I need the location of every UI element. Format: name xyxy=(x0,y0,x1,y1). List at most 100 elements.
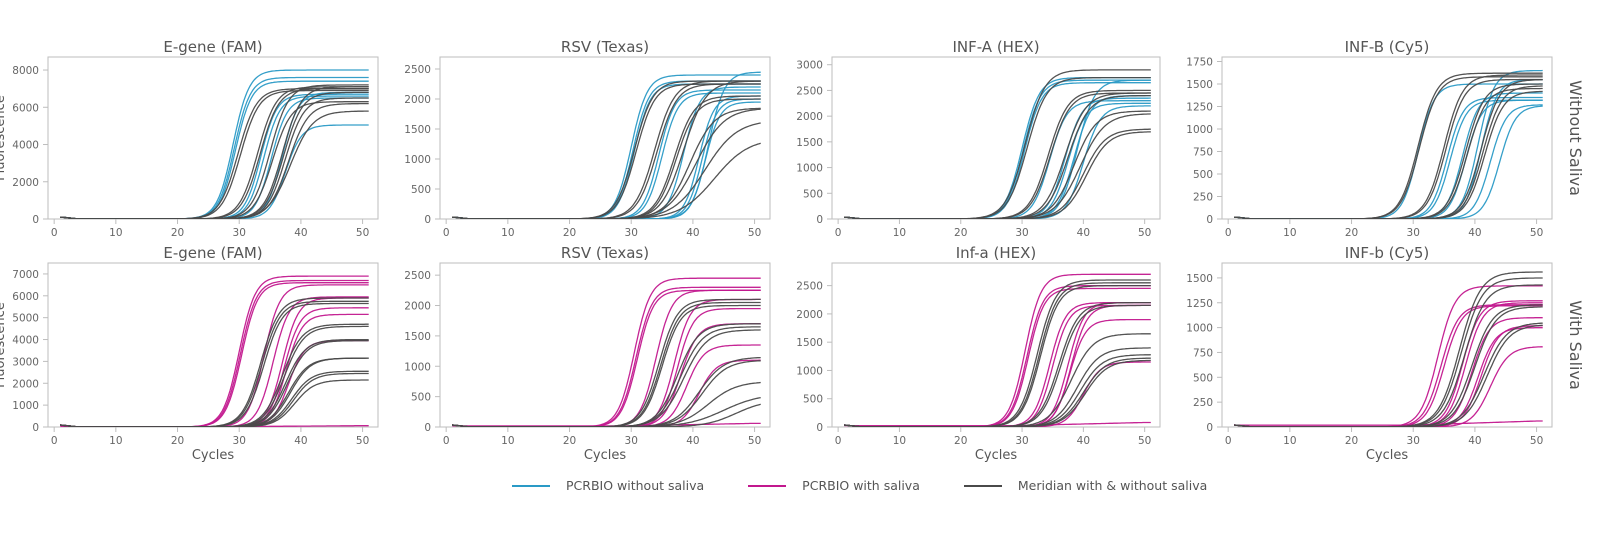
amplification-curve xyxy=(844,287,1151,427)
y-tick-label: 500 xyxy=(411,392,431,404)
legend-item-meridian: Meridian with & without saliva xyxy=(963,478,1207,493)
y-tick-label: 2000 xyxy=(12,177,39,189)
plot-frame xyxy=(1221,56,1553,220)
amplification-curve xyxy=(844,102,1151,219)
chart-title: RSV (Texas) xyxy=(561,38,649,56)
amplification-curve xyxy=(1234,306,1543,427)
series-group xyxy=(60,275,369,427)
amplification-curve xyxy=(452,101,761,219)
chart-panel: E-gene (FAM) 0 10 20 30 40 50 0 2000 4000 6000 8000… xyxy=(0,38,379,239)
x-tick-label: 20 xyxy=(1345,227,1358,239)
amplification-curve xyxy=(60,76,369,219)
y-tick-label: 0 xyxy=(816,422,823,434)
amplification-curve xyxy=(844,79,1151,219)
y-tick-label: 1250 xyxy=(1186,102,1213,114)
amplification-curve xyxy=(452,71,761,219)
y-tick-label: 1500 xyxy=(1186,79,1213,91)
x-tick-label: 30 xyxy=(1015,227,1028,239)
y-tick-label: 750 xyxy=(1193,147,1213,159)
y-tick-label: 0 xyxy=(816,214,823,226)
y-tick-label: 750 xyxy=(1193,347,1213,359)
amplification-curve xyxy=(844,97,1151,219)
amplification-curve xyxy=(60,379,369,427)
x-tick-label: 40 xyxy=(686,227,699,239)
amplification-curve xyxy=(1234,78,1543,219)
x-tick-label: 0 xyxy=(1225,435,1232,447)
x-tick-label: 20 xyxy=(563,435,576,447)
x-tick-label: 50 xyxy=(1138,435,1151,447)
y-tick-label: 1000 xyxy=(12,400,39,412)
x-tick-label: 20 xyxy=(954,435,967,447)
y-tick-label: 0 xyxy=(1206,214,1213,226)
amplification-curve xyxy=(60,110,369,219)
amplification-curve xyxy=(844,354,1151,427)
x-tick-label: 50 xyxy=(1530,227,1543,239)
amplification-curve xyxy=(1234,90,1543,219)
legend-item-pcrbio-with-saliva: PCRBIO with saliva xyxy=(748,478,920,493)
chart-panel: RSV (Texas)0 10 20 30 40 50050010001500200025… xyxy=(404,244,771,463)
y-tick-label: 500 xyxy=(803,394,823,406)
series-group xyxy=(1234,271,1543,427)
amplification-curve xyxy=(452,356,761,427)
x-tick-label: 20 xyxy=(1345,435,1358,447)
chart-title: E-gene (FAM) xyxy=(163,244,262,262)
x-tick-label: 40 xyxy=(1468,227,1481,239)
chart-title: INF-A (HEX) xyxy=(952,38,1039,56)
series-group xyxy=(60,69,369,219)
legend-swatch xyxy=(748,484,787,487)
y-tick-label: 500 xyxy=(411,184,431,196)
chart-panel: INF-A (HEX)0 10 20 30 40 50050010001500200025… xyxy=(796,38,1161,239)
y-tick-label: 1750 xyxy=(1186,57,1213,69)
legend-swatch xyxy=(512,484,550,487)
amplification-curve xyxy=(844,284,1151,427)
amplification-curve xyxy=(452,403,761,427)
amplification-curve xyxy=(60,282,369,427)
x-axis-label: Cycles xyxy=(1366,448,1409,463)
y-tick-label: 2000 xyxy=(796,111,823,123)
y-tick-label: 1500 xyxy=(796,137,823,149)
y-tick-label: 8000 xyxy=(12,65,39,77)
amplification-curve xyxy=(452,86,761,219)
amplification-curve xyxy=(1234,325,1543,427)
amplification-curve xyxy=(1234,87,1543,219)
legend-item-pcrbio-without-saliva: PCRBIO without saliva xyxy=(512,478,704,493)
row-label-with-saliva: With Saliva xyxy=(1566,300,1585,390)
y-axis-label: Fluorescence xyxy=(0,302,8,388)
amplification-curve xyxy=(1234,72,1543,219)
y-tick-label: 2000 xyxy=(12,378,39,390)
x-tick-label: 0 xyxy=(51,227,58,239)
y-tick-label: 1000 xyxy=(1186,124,1213,136)
amplification-curve xyxy=(60,89,369,219)
series-group xyxy=(844,273,1151,427)
plot-frame xyxy=(47,262,379,428)
chart-panel: INF-B (Cy5)0 10 20 30 40 50025050075010001250… xyxy=(1186,38,1553,239)
amplification-curve xyxy=(1234,79,1543,219)
y-tick-label: 250 xyxy=(1193,192,1213,204)
x-tick-label: 0 xyxy=(1225,227,1232,239)
y-tick-label: 1250 xyxy=(1186,298,1213,310)
amplification-curve xyxy=(1234,105,1543,219)
y-tick-label: 500 xyxy=(803,188,823,200)
amplification-curve xyxy=(60,279,369,427)
x-tick-label: 20 xyxy=(171,435,184,447)
chart-title: INF-B (Cy5) xyxy=(1345,38,1430,56)
y-tick-label: 2500 xyxy=(404,270,431,282)
amplification-curve xyxy=(452,98,761,219)
x-tick-label: 40 xyxy=(294,227,307,239)
y-tick-label: 2500 xyxy=(796,281,823,293)
amplification-curve xyxy=(452,95,761,219)
series-group xyxy=(452,71,761,219)
y-axis-label: Fluorescence xyxy=(0,95,8,181)
amplification-curve xyxy=(1234,420,1543,426)
chart-title: RSV (Texas) xyxy=(561,244,649,262)
x-tick-label: 10 xyxy=(1283,435,1296,447)
plot-frame xyxy=(831,262,1161,428)
chart-panel: E-gene (FAM) 0 10 20 30 40 50 0 1000 2000 3000 4000… xyxy=(0,244,379,463)
x-tick-label: 30 xyxy=(1015,435,1028,447)
amplification-curve xyxy=(60,91,369,219)
x-tick-label: 30 xyxy=(1407,435,1420,447)
amplification-curve xyxy=(452,359,761,427)
x-tick-label: 0 xyxy=(443,435,450,447)
x-tick-label: 50 xyxy=(748,435,761,447)
